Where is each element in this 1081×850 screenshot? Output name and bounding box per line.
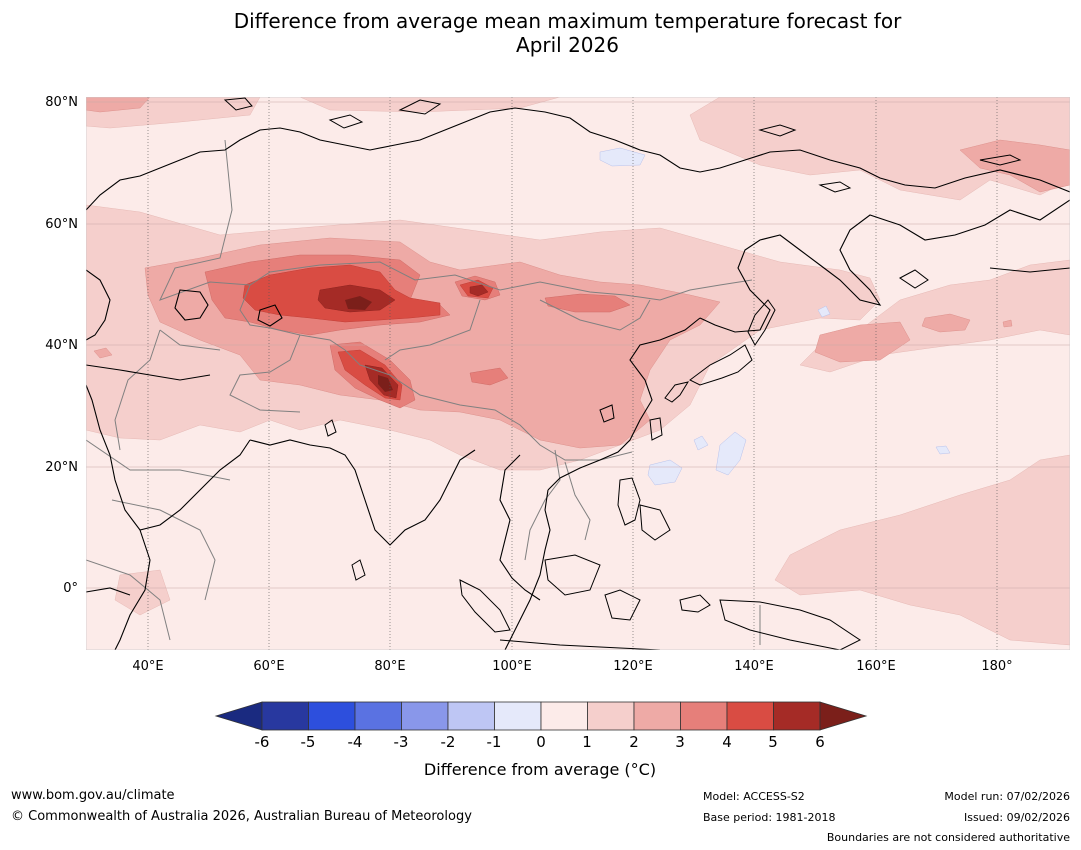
longitude-gridlines	[147, 97, 998, 650]
colorbar-bin	[308, 701, 356, 731]
colorbar-bin	[773, 701, 821, 731]
map-title-line2: April 2026	[516, 33, 619, 57]
colorbar-bin	[633, 701, 681, 731]
map-plot-area	[86, 97, 1070, 650]
footer-model: Model: ACCESS-S2	[703, 790, 805, 803]
cb-tick-0: 0	[536, 733, 546, 751]
lon-label-60e: 60°E	[253, 659, 285, 674]
lon-label-100e: 100°E	[492, 659, 532, 674]
latitude-gridlines	[86, 101, 1070, 589]
map-title: Difference from average mean maximum tem…	[0, 9, 1081, 57]
cb-tick-minus2: -2	[440, 733, 456, 751]
lat-label-equator: 0°	[63, 581, 78, 596]
colorbar-over-arrow	[819, 701, 868, 731]
lat-label-20n: 20°N	[45, 460, 78, 475]
lon-label-140e: 140°E	[734, 659, 774, 674]
coastlines	[86, 107, 1070, 650]
colorbar-bins	[261, 701, 821, 731]
colorbar-bin	[680, 701, 728, 731]
colorbar-bin	[494, 701, 542, 731]
cb-tick-1: 1	[582, 733, 592, 751]
cb-tick-6: 6	[815, 733, 825, 751]
map-gridlines	[86, 97, 1070, 650]
colorbar-bin	[354, 701, 402, 731]
anomaly-minus1-0-regions	[599, 147, 951, 486]
lon-label-120e: 120°E	[613, 659, 653, 674]
colorbar-bin	[726, 701, 774, 731]
colorbar-bin	[540, 701, 588, 731]
footer-url[interactable]: www.bom.gov.au/climate	[11, 788, 175, 803]
colorbar-under-arrow	[214, 701, 263, 731]
cb-tick-minus5: -5	[300, 733, 316, 751]
lon-label-80e: 80°E	[374, 659, 406, 674]
colorbar-title: Difference from average (°C)	[423, 760, 657, 779]
colorbar-bin	[447, 701, 495, 731]
footer-model-run: Model run: 07/02/2026	[944, 790, 1070, 803]
colorbar-bin	[401, 701, 449, 731]
cb-tick-4: 4	[722, 733, 732, 751]
footer-boundaries-note: Boundaries are not considered authoritat…	[826, 831, 1070, 844]
footer-copyright: © Commonwealth of Australia 2026, Austra…	[11, 809, 472, 824]
anomaly-above-6-regions	[345, 296, 393, 392]
lat-label-60n: 60°N	[45, 217, 78, 232]
cb-tick-minus6: -6	[254, 733, 270, 751]
colorbar-bin	[587, 701, 635, 731]
lat-label-80n: 80°N	[45, 95, 78, 110]
lon-label-180: 180°	[981, 659, 1013, 674]
cb-tick-minus1: -1	[486, 733, 502, 751]
cb-tick-2: 2	[629, 733, 639, 751]
lat-label-40n: 40°N	[45, 338, 78, 353]
cb-tick-5: 5	[768, 733, 778, 751]
map-title-line1: Difference from average mean maximum tem…	[233, 9, 902, 33]
footer-issued: Issued: 09/02/2026	[963, 811, 1070, 824]
island-coastlines	[223, 97, 1070, 650]
footer-base-period: Base period: 1981-2018	[703, 811, 836, 824]
country-boundaries	[86, 139, 761, 645]
cb-tick-3: 3	[675, 733, 685, 751]
colorbar	[214, 701, 868, 731]
cb-tick-minus3: -3	[393, 733, 409, 751]
colorbar-bin	[261, 701, 309, 731]
cb-tick-minus4: -4	[347, 733, 363, 751]
lon-label-160e: 160°E	[856, 659, 896, 674]
lon-label-40e: 40°E	[132, 659, 164, 674]
